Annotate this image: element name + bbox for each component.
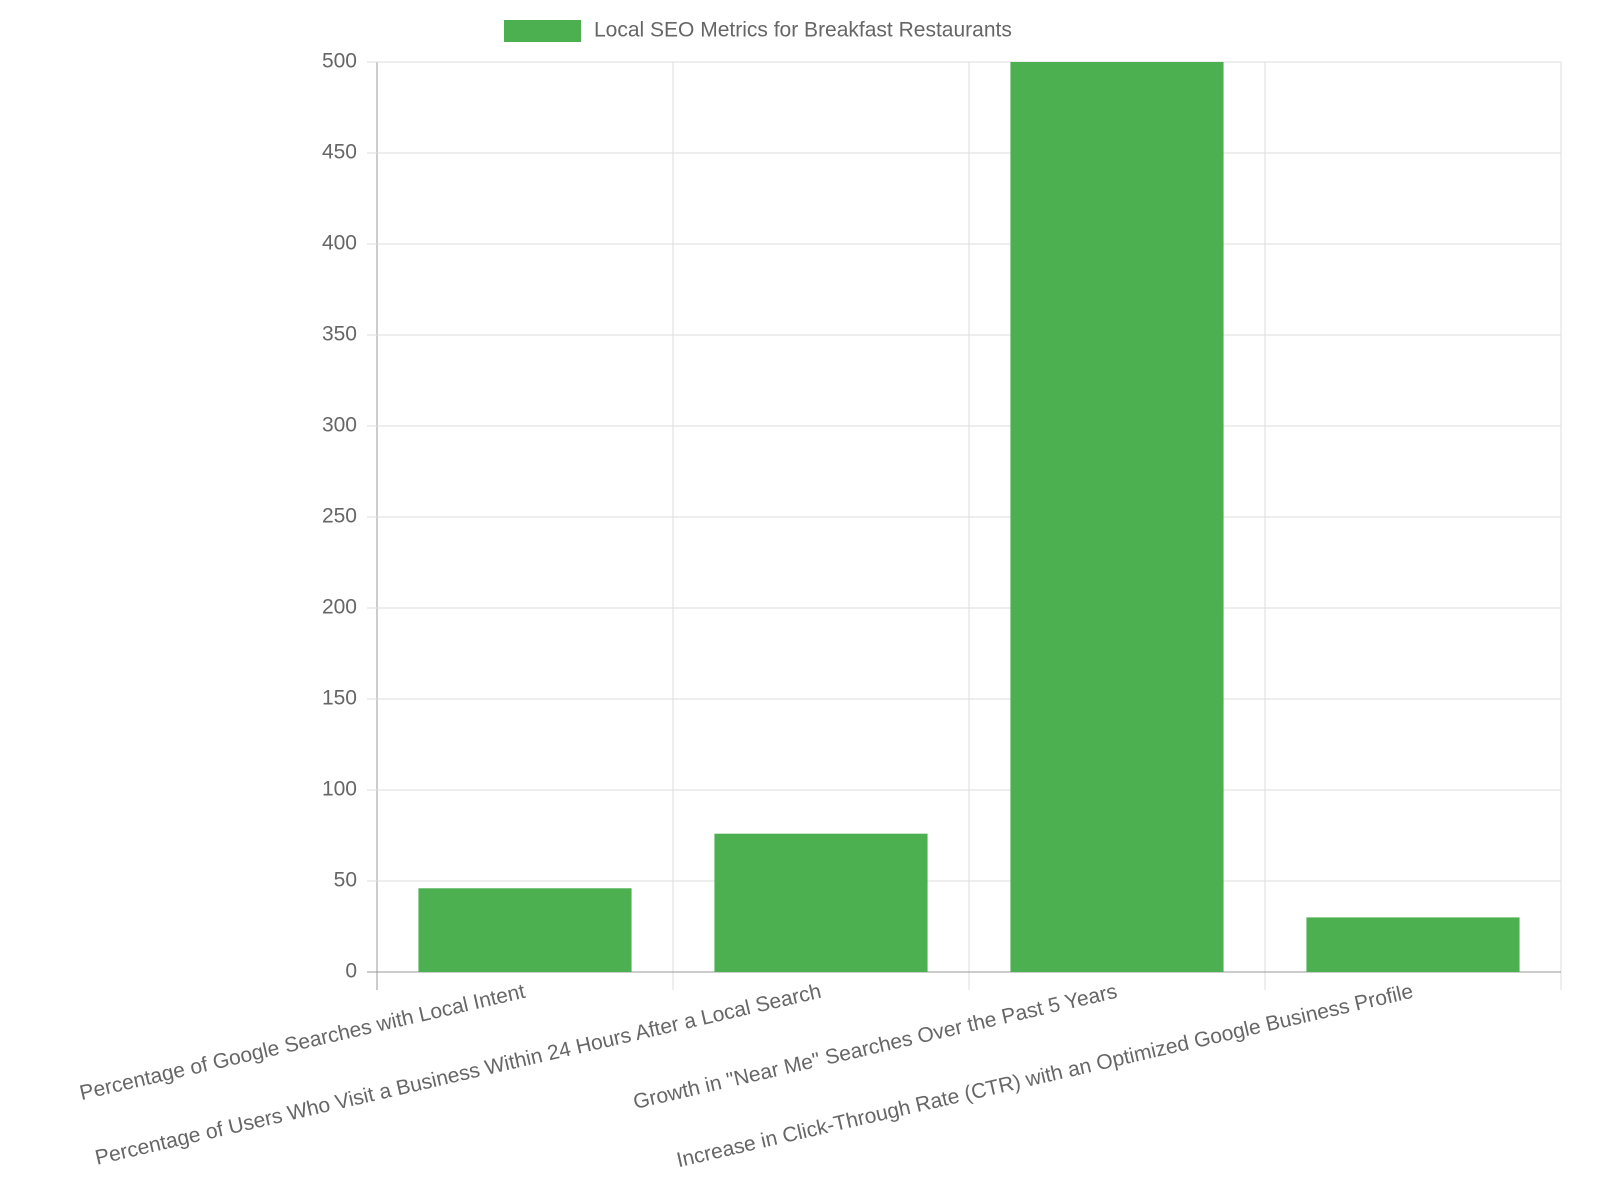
y-tick-label: 0 — [345, 960, 357, 983]
y-tick-label: 100 — [322, 778, 357, 801]
bar — [418, 888, 632, 972]
y-tick-label: 50 — [334, 869, 357, 892]
y-tick-label: 300 — [322, 414, 357, 437]
bar — [714, 833, 928, 972]
y-tick-label: 450 — [322, 141, 357, 164]
y-tick-label: 200 — [322, 596, 357, 619]
y-tick-label: 400 — [322, 232, 357, 255]
y-tick-label: 500 — [322, 50, 357, 73]
bar — [1306, 917, 1520, 972]
y-tick-label: 150 — [322, 687, 357, 710]
x-tick-label: Growth in "Near Me" Searches Over the Pa… — [631, 980, 1119, 1114]
bar — [1010, 62, 1224, 972]
legend-swatch — [504, 20, 581, 42]
y-tick-label: 250 — [322, 505, 357, 528]
legend-label: Local SEO Metrics for Breakfast Restaura… — [594, 19, 1012, 42]
x-tick-label: Percentage of Google Searches with Local… — [77, 980, 527, 1105]
y-tick-label: 350 — [322, 323, 357, 346]
